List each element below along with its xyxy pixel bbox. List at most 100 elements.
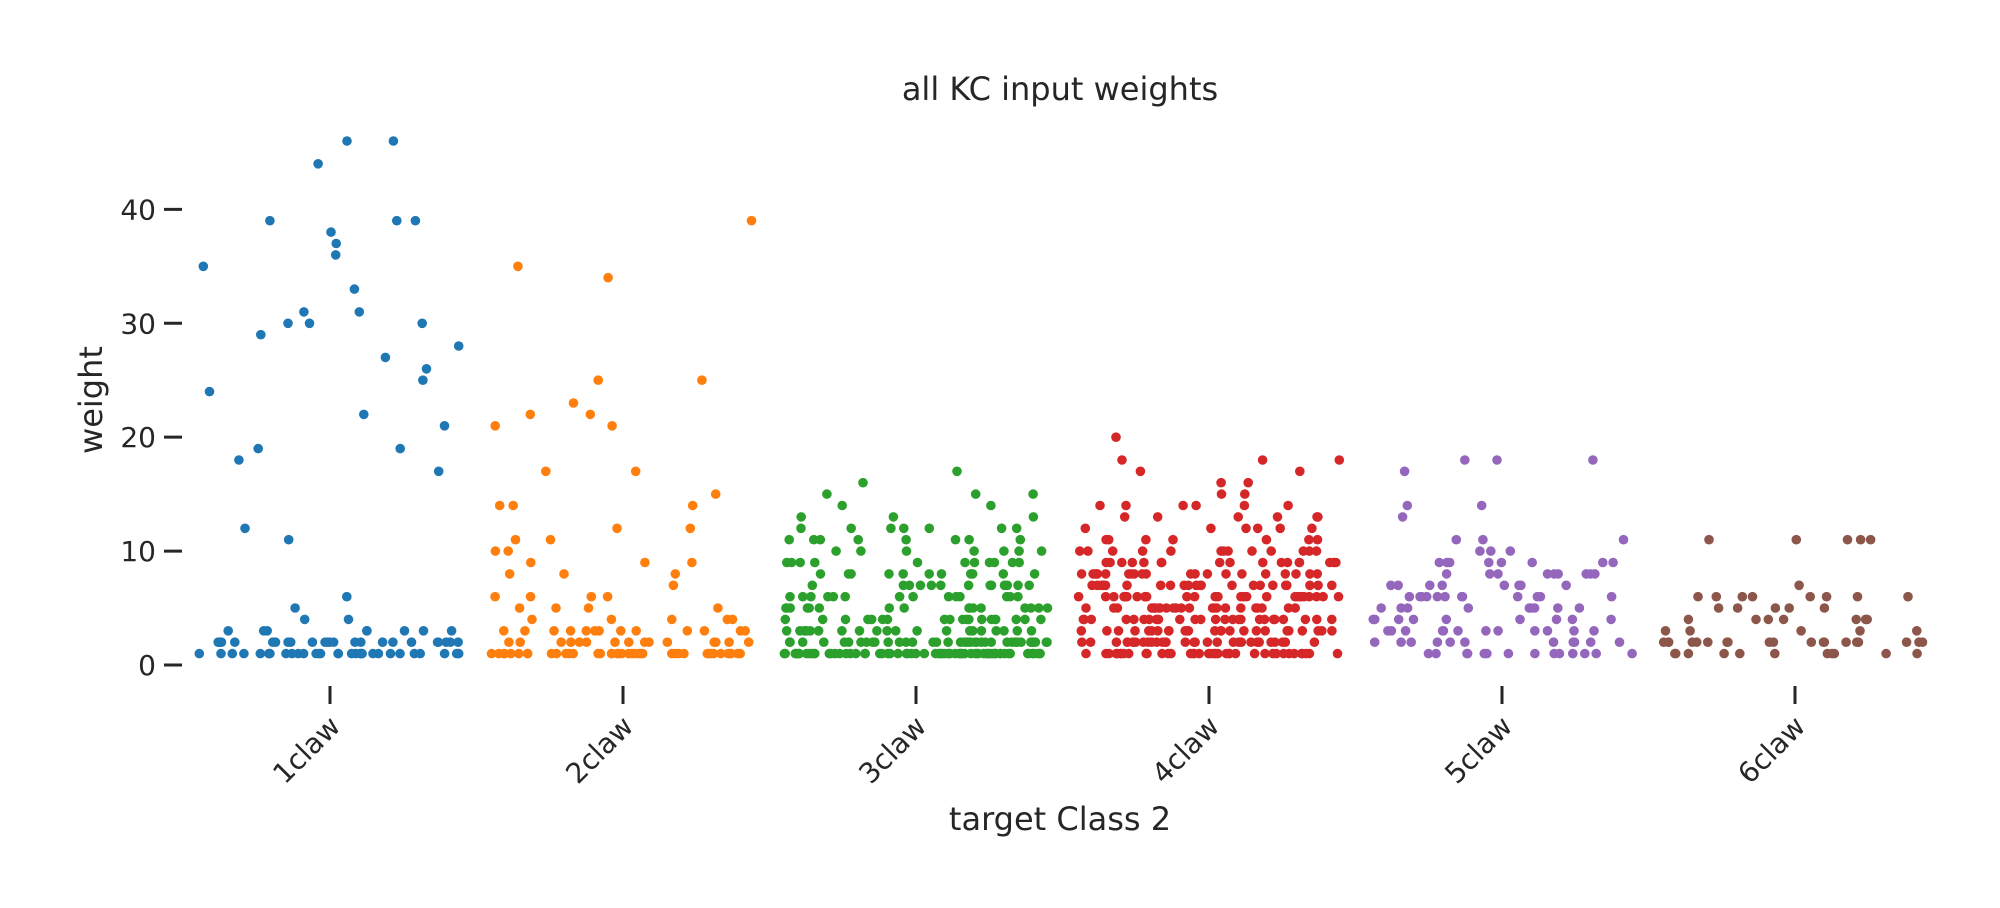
data-point [388, 136, 399, 146]
data-point [1791, 534, 1802, 545]
data-point [520, 626, 530, 636]
data-point [1210, 626, 1220, 636]
data-point [1794, 580, 1804, 591]
data-point [1156, 557, 1167, 568]
data-point [711, 637, 721, 647]
data-point [349, 284, 360, 294]
data-point [418, 375, 428, 386]
data-point [1683, 614, 1694, 625]
data-point [1763, 614, 1774, 625]
data-point [1393, 614, 1404, 625]
data-point [1819, 603, 1830, 613]
data-point [1103, 534, 1114, 545]
data-point [313, 159, 323, 169]
data-point [1024, 580, 1034, 591]
data-point [541, 466, 551, 477]
data-point [1312, 614, 1322, 625]
data-point [940, 648, 951, 659]
data-point [924, 523, 935, 534]
data-point [781, 603, 791, 613]
data-point [333, 648, 343, 659]
data-point [1012, 626, 1023, 636]
data-point [307, 637, 318, 647]
data-point [1549, 569, 1559, 579]
y-axis-label: weight [72, 346, 110, 454]
x-tick-label: 2claw [559, 710, 640, 791]
data-point [1020, 614, 1030, 625]
data-point [1137, 569, 1147, 579]
data-point [1076, 626, 1087, 636]
data-point [1252, 637, 1263, 647]
data-point [998, 569, 1009, 579]
data-point [499, 626, 509, 636]
data-point [1542, 626, 1553, 636]
data-point [451, 648, 462, 659]
data-point [1144, 614, 1154, 625]
data-point [1300, 614, 1311, 625]
data-point [1011, 614, 1021, 625]
data-point [1660, 626, 1671, 636]
data-point [525, 409, 536, 420]
data-point [1442, 557, 1452, 568]
data-point [1220, 603, 1231, 613]
data-point [545, 534, 556, 545]
data-point [1034, 603, 1044, 613]
data-point [1077, 637, 1087, 647]
data-point [999, 648, 1010, 659]
data-point [960, 557, 970, 568]
data-point [1214, 557, 1225, 568]
data-point [1272, 512, 1283, 522]
data-point [1614, 637, 1625, 647]
data-point [1248, 580, 1259, 591]
data-point [1463, 603, 1474, 613]
data-point [883, 648, 893, 659]
y-tick-label: 10 [120, 535, 156, 568]
data-point [716, 648, 726, 659]
data-point [784, 534, 794, 545]
data-point [1028, 489, 1038, 499]
data-point [1013, 591, 1023, 602]
data-point [1042, 637, 1052, 647]
data-point [1032, 648, 1043, 659]
data-point [1585, 569, 1596, 579]
data-point [901, 546, 912, 556]
data-point [1305, 580, 1315, 591]
data-point [506, 648, 516, 659]
data-point [350, 637, 360, 647]
data-point [1912, 626, 1922, 636]
data-point [969, 557, 980, 568]
data-point [915, 580, 926, 591]
data-point [978, 648, 989, 659]
data-point [963, 580, 974, 591]
data-point [343, 614, 354, 625]
data-point [606, 614, 617, 625]
data-point [1255, 580, 1265, 591]
data-point [566, 637, 576, 647]
data-point [1036, 546, 1047, 556]
data-point [1210, 648, 1221, 659]
data-point [1327, 614, 1337, 625]
data-point [1855, 626, 1865, 636]
data-point [1396, 637, 1406, 647]
data-point [1764, 637, 1775, 647]
data-point [388, 637, 398, 647]
data-point [503, 546, 513, 556]
data-point [898, 569, 908, 579]
data-point [1122, 580, 1132, 591]
data-point [867, 637, 878, 647]
data-point [1013, 580, 1023, 591]
data-point [1206, 523, 1216, 534]
data-point [1821, 591, 1832, 602]
data-point [1183, 580, 1194, 591]
data-point [1516, 580, 1526, 591]
data-point [1432, 591, 1443, 602]
data-point [439, 421, 450, 431]
data-point [593, 375, 603, 386]
data-point [662, 637, 673, 647]
data-point [490, 421, 501, 431]
data-point [1243, 477, 1253, 488]
data-point [1139, 557, 1149, 568]
data-point [884, 603, 895, 613]
data-point [843, 637, 854, 647]
data-point [1598, 557, 1608, 568]
